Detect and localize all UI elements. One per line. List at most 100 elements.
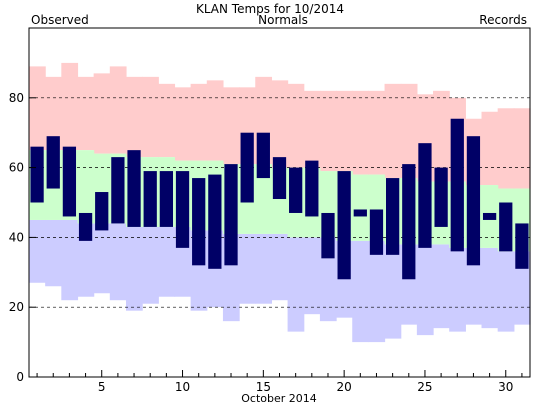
record-low-bar-day-29: [481, 247, 499, 329]
record-high-bar-day-6: [109, 66, 127, 154]
record-high-bar-day-1: [29, 66, 46, 151]
observed-bar-day-22: [369, 209, 384, 255]
observed-bar-day-16: [272, 157, 287, 200]
y-tick-label-40: 40: [9, 230, 24, 244]
record-high-bar-day-19: [319, 90, 337, 172]
record-high-bar-day-30: [497, 108, 515, 189]
observed-bar-day-10: [175, 171, 190, 248]
record-high-bar-day-17: [287, 83, 305, 168]
record-low-bar-day-26: [433, 244, 450, 329]
y-tick-label-80: 80: [9, 91, 24, 105]
observed-bar-day-17: [289, 167, 303, 213]
normal-bar-day-21: [352, 174, 369, 241]
record-high-bar-day-26: [433, 90, 450, 182]
observed-bar-day-20: [337, 171, 351, 280]
record-low-bar-day-31: [513, 251, 531, 325]
x-tick-label-25: 25: [417, 380, 432, 394]
observed-bar-day-18: [305, 160, 319, 217]
observed-bar-day-3: [62, 146, 77, 217]
observed-bar-day-31: [515, 223, 529, 269]
record-low-bar-day-27: [449, 247, 466, 332]
observed-bar-day-30: [499, 202, 513, 252]
record-low-bar-day-8: [142, 226, 159, 304]
legend-observed: Observed: [31, 13, 89, 27]
record-high-bar-day-13: [222, 87, 240, 165]
record-high-bar-day-18: [303, 90, 321, 168]
observed-bar-day-24: [402, 164, 416, 280]
observed-bars: [30, 118, 529, 280]
record-low-bar-day-2: [45, 219, 62, 287]
observed-bar-day-19: [321, 212, 335, 259]
observed-bar-day-14: [240, 132, 254, 203]
chart-title: KLAN Temps for 10/2014: [196, 2, 344, 16]
record-low-bar-day-15: [255, 233, 273, 304]
record-high-bar-day-29: [481, 111, 499, 186]
record-low-bar-day-4: [77, 223, 95, 297]
record-high-bar-day-10: [174, 87, 192, 161]
record-high-bar-day-20: [336, 90, 353, 172]
observed-bar-day-6: [111, 157, 125, 224]
record-low-bar-day-1: [29, 219, 46, 283]
record-high-bar-day-31: [513, 108, 531, 189]
x-tick-label-20: 20: [337, 380, 352, 394]
record-low-bar-day-18: [303, 237, 321, 315]
record-low-bar-day-3: [61, 219, 79, 301]
record-low-bar-day-16: [271, 233, 289, 301]
record-high-bar-day-24: [400, 83, 418, 179]
record-low-bar-day-23: [384, 244, 402, 339]
record-high-bar-day-16: [271, 80, 289, 168]
record-low-bar-day-21: [352, 240, 369, 343]
legend-normals: Normals: [258, 13, 308, 27]
y-tick-label-60: 60: [9, 161, 24, 175]
record-low-bar-day-25: [416, 244, 434, 336]
record-high-bar-day-9: [158, 83, 176, 158]
record-high-bar-day-8: [142, 76, 159, 158]
record-low-bar-day-17: [287, 237, 305, 332]
observed-bar-day-8: [143, 171, 157, 227]
y-tick-label-20: 20: [9, 300, 24, 314]
observed-bar-day-13: [224, 164, 238, 266]
observed-bar-day-29: [482, 212, 497, 220]
record-low-bar-day-14: [239, 233, 256, 304]
observed-bar-day-7: [127, 150, 141, 227]
legend-records: Records: [479, 13, 527, 27]
observed-bar-day-25: [418, 143, 432, 248]
record-high-bar-day-12: [206, 80, 224, 161]
normal-bar-day-4: [77, 150, 95, 224]
record-high-bar-day-4: [77, 76, 95, 151]
observed-bar-day-12: [208, 174, 222, 269]
record-high-bar-day-3: [61, 62, 79, 151]
observed-bar-day-4: [78, 212, 93, 241]
observed-bar-day-5: [95, 192, 109, 231]
record-low-bar-day-5: [93, 223, 111, 294]
observed-bar-day-21: [353, 209, 367, 217]
x-tick-label-30: 30: [498, 380, 513, 394]
x-axis-label: October 2014: [241, 392, 317, 405]
x-tick-label-15: 15: [256, 380, 271, 394]
record-high-bar-day-5: [93, 73, 111, 154]
record-high-bar-day-11: [190, 83, 208, 161]
observed-bar-day-15: [256, 132, 270, 179]
observed-bar-day-23: [386, 178, 400, 255]
x-tick-label-10: 10: [175, 380, 190, 394]
observed-bar-day-11: [192, 178, 206, 266]
record-low-bar-day-9: [158, 226, 176, 297]
y-tick-label-0: 0: [16, 370, 24, 384]
record-high-bar-day-22: [368, 90, 386, 175]
record-low-bar-day-28: [465, 247, 483, 325]
observed-bar-day-28: [466, 136, 481, 266]
record-high-bar-day-2: [45, 76, 62, 151]
normal-bar-day-15: [255, 164, 273, 234]
record-low-bar-day-30: [497, 251, 515, 332]
record-high-bar-day-21: [352, 90, 369, 175]
observed-bar-day-9: [159, 171, 173, 227]
observed-bar-day-27: [450, 118, 464, 252]
record-high-bar-day-7: [125, 76, 143, 158]
x-tick-label-5: 5: [98, 380, 106, 394]
observed-bar-day-1: [30, 146, 44, 203]
observed-bar-day-2: [46, 136, 60, 189]
record-low-bar-day-6: [109, 223, 127, 301]
record-high-bar-day-23: [384, 83, 402, 179]
record-low-bar-day-22: [368, 240, 386, 343]
